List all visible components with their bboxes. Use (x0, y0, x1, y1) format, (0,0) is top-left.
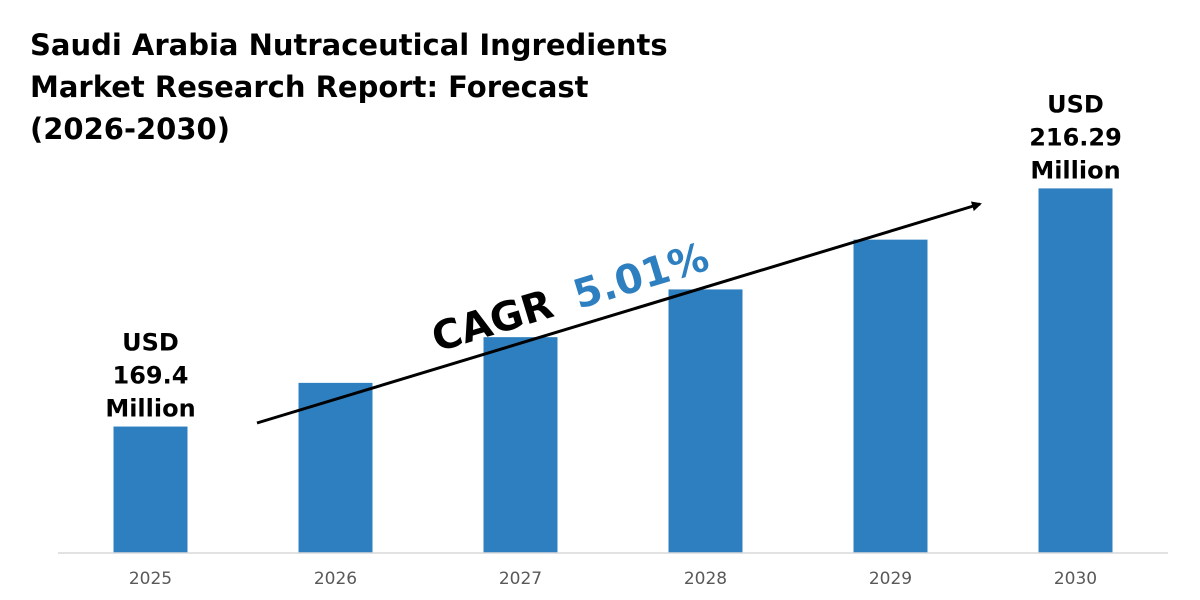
bar-2029 (853, 239, 928, 553)
x-tick-label-2029: 2029 (869, 569, 912, 589)
x-tick-labels: 2025 2026 2027 2028 2029 2030 (129, 569, 1097, 589)
bar-2026 (298, 382, 373, 553)
data-label-2030-line-2: 216.29 (1029, 123, 1122, 151)
bar-2030 (1038, 188, 1113, 553)
x-tick-label-2025: 2025 (129, 569, 172, 589)
data-annotations: USD 169.4 Million USD 216.29 Million (105, 90, 1122, 422)
bar-2028 (668, 289, 743, 553)
data-label-2025-line-2: 169.4 (113, 362, 189, 390)
data-label-2025-line-1: USD (122, 329, 179, 357)
chart-title-line-3: (2026-2030) (30, 112, 230, 146)
x-tick-label-2026: 2026 (314, 569, 357, 589)
bars-group (113, 188, 1113, 553)
bar-2025 (113, 426, 188, 553)
data-label-2030-line-3: Million (1030, 156, 1120, 184)
data-label-2030-line-1: USD (1047, 90, 1104, 118)
chart-title-line-1: Saudi Arabia Nutraceutical Ingredients (30, 28, 668, 62)
chart-title-line-2: Market Research Report: Forecast (30, 70, 589, 104)
trend-arrow (256, 201, 982, 425)
bar-2027 (483, 337, 558, 553)
x-tick-label-2028: 2028 (684, 569, 727, 589)
chart-title: Saudi Arabia Nutraceutical Ingredients M… (30, 24, 730, 150)
x-tick-label-2027: 2027 (499, 569, 542, 589)
x-tick-label-2030: 2030 (1054, 569, 1097, 589)
data-label-2025-line-3: Million (105, 395, 195, 423)
